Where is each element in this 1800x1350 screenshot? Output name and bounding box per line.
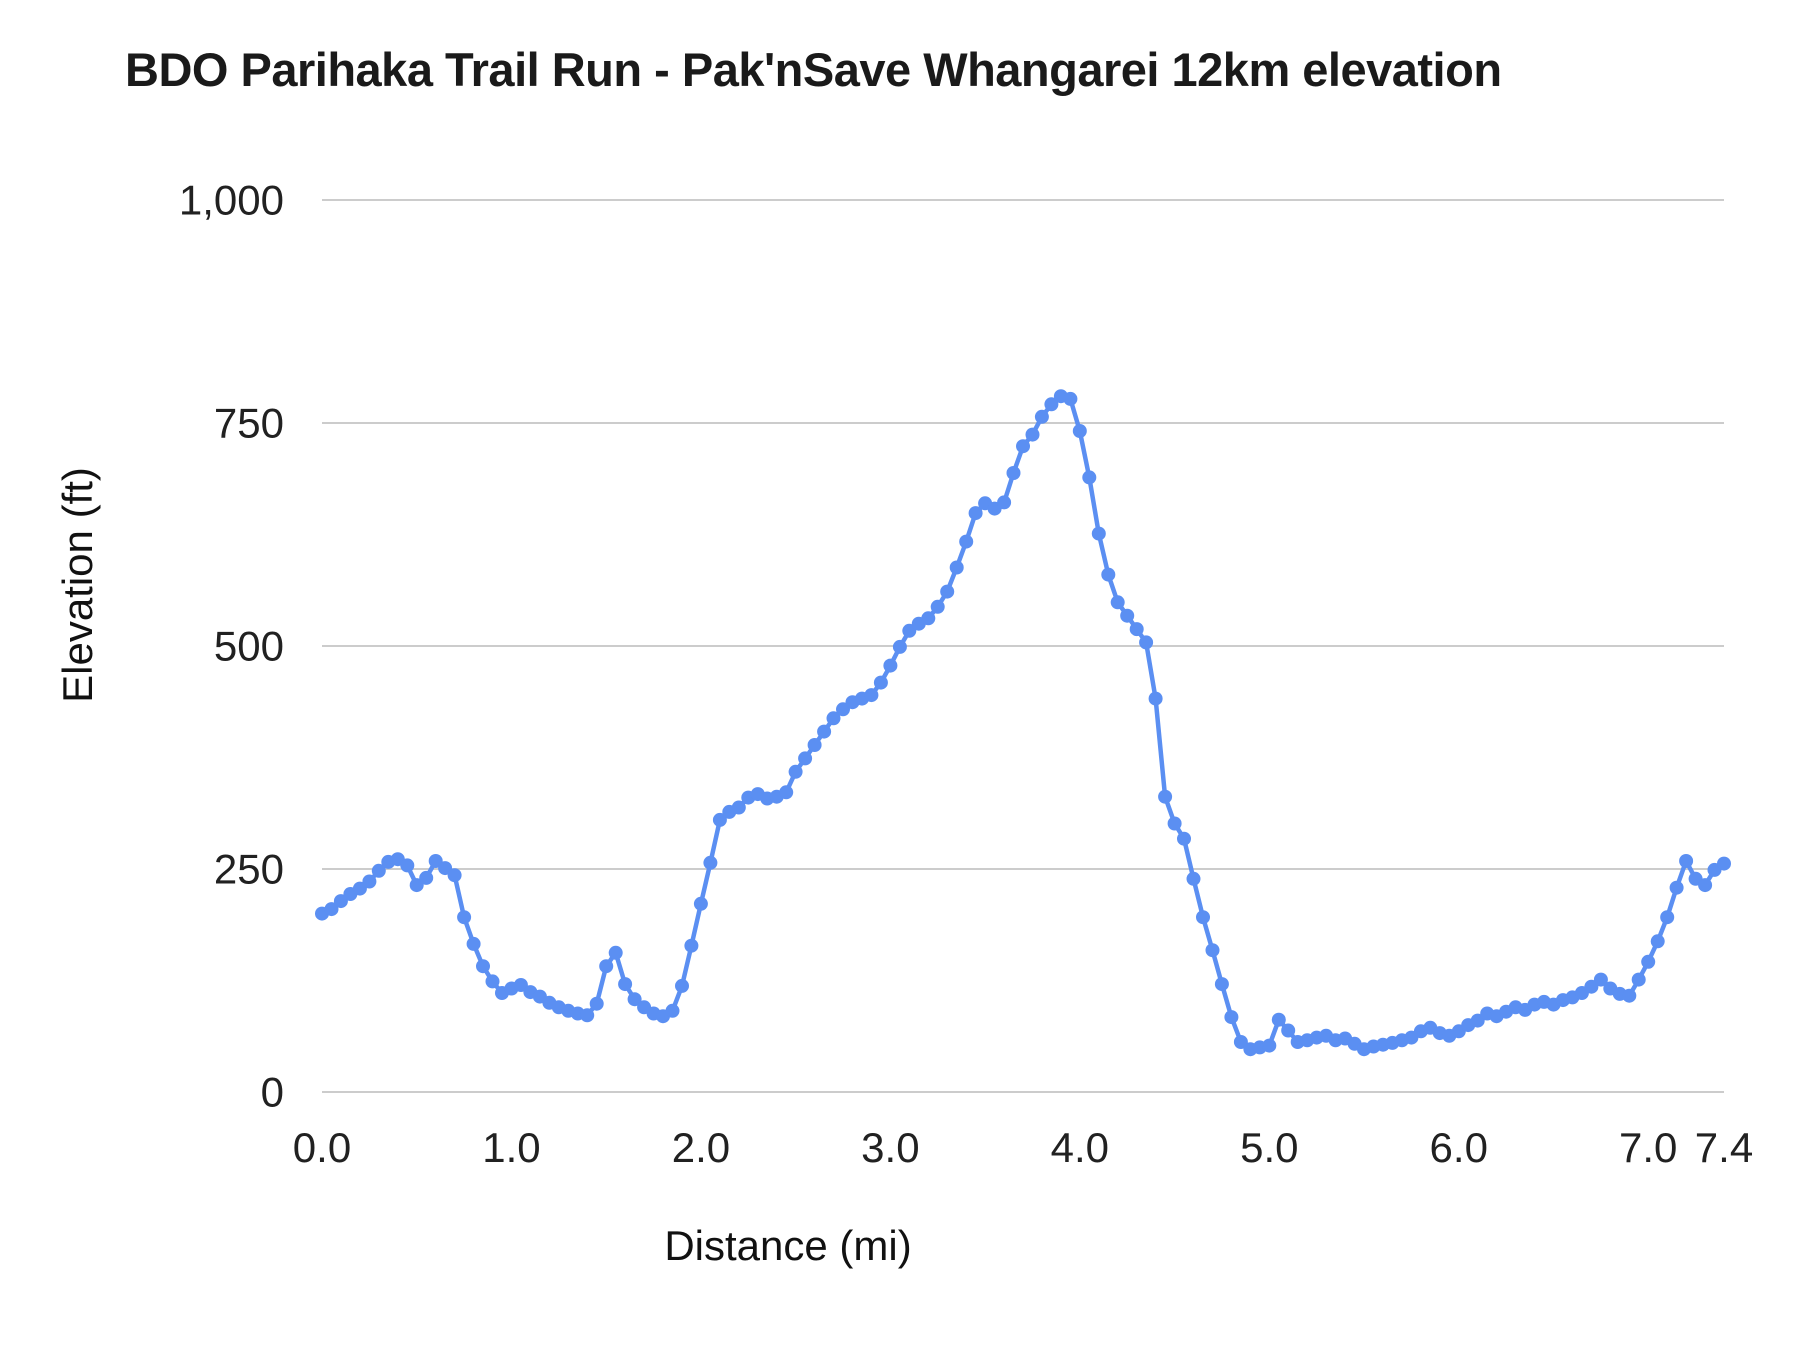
x-tick-label: 7.0 <box>1619 1124 1677 1171</box>
data-point <box>409 878 424 893</box>
data-point <box>1622 988 1637 1003</box>
y-tick-label: 0 <box>261 1069 284 1116</box>
x-tick-label: 6.0 <box>1430 1124 1488 1171</box>
data-point <box>362 874 377 889</box>
x-tick-label: 3.0 <box>861 1124 919 1171</box>
data-point <box>1167 816 1182 831</box>
data-point <box>675 978 689 993</box>
x-tick-label: 5.0 <box>1240 1124 1298 1171</box>
data-point <box>968 506 983 521</box>
data-point <box>921 611 936 626</box>
data-point <box>788 764 803 779</box>
x-tick-label: 1.0 <box>482 1124 540 1171</box>
y-tick-label: 750 <box>214 400 284 447</box>
data-point <box>1271 1012 1286 1027</box>
x-tick-label: 4.0 <box>1051 1124 1109 1171</box>
data-point <box>1679 854 1694 868</box>
data-point <box>959 534 974 549</box>
data-point <box>1091 526 1106 541</box>
data-point <box>589 996 604 1011</box>
data-point <box>1158 789 1173 804</box>
data-point <box>1233 1035 1248 1049</box>
data-point <box>883 658 898 673</box>
data-point <box>476 959 490 974</box>
data-point <box>1072 424 1087 438</box>
data-point <box>1196 910 1210 925</box>
data-point <box>1110 595 1125 610</box>
data-point <box>1006 466 1021 480</box>
data-point <box>1224 1010 1239 1025</box>
data-point <box>1631 972 1646 987</box>
data-point <box>618 977 633 992</box>
data-point <box>466 936 481 951</box>
data-point <box>731 800 746 815</box>
data-point <box>703 855 718 870</box>
data-point <box>1593 972 1608 987</box>
data-point <box>1281 1023 1296 1038</box>
data-point <box>1016 439 1030 454</box>
y-tick-label: 500 <box>214 623 284 670</box>
data-point <box>599 959 614 974</box>
data-point <box>1262 1038 1277 1053</box>
data-point <box>864 688 879 703</box>
y-tick-label: 1,000 <box>179 177 284 224</box>
data-point <box>693 896 708 911</box>
data-point <box>1177 831 1191 846</box>
data-point <box>1139 635 1154 650</box>
elevation-line <box>319 393 1727 1052</box>
data-point <box>1044 397 1059 412</box>
data-point <box>627 992 642 1007</box>
data-point <box>892 639 907 654</box>
data-point <box>940 584 955 599</box>
data-point <box>949 560 964 575</box>
data-point <box>826 711 841 726</box>
data-point <box>485 974 500 989</box>
data-point <box>1698 878 1713 893</box>
x-tick-label: 0.0 <box>293 1124 351 1171</box>
data-point <box>997 495 1012 510</box>
chart-title: BDO Parihaka Trail Run - Pak'nSave Whang… <box>125 43 1502 96</box>
data-point <box>1082 470 1097 485</box>
data-point <box>1660 910 1675 925</box>
data-point <box>817 724 832 739</box>
data-point <box>1717 856 1731 871</box>
data-point <box>580 1008 595 1023</box>
data-point <box>1120 608 1135 623</box>
data-point <box>1669 880 1684 895</box>
data-point <box>1186 871 1201 886</box>
data-point <box>400 858 415 873</box>
data-point <box>798 751 813 766</box>
data-point <box>608 945 623 960</box>
data-point <box>930 599 945 614</box>
data-point <box>324 902 339 917</box>
data-point <box>873 675 888 690</box>
data-point <box>1025 427 1040 442</box>
data-point <box>419 870 434 885</box>
data-point <box>1205 943 1220 958</box>
data-point <box>1063 391 1078 406</box>
data-point <box>779 785 794 800</box>
data-point <box>1641 954 1656 969</box>
data-point <box>457 910 472 925</box>
data-point <box>1650 934 1665 949</box>
data-point <box>684 938 699 953</box>
data-point <box>371 863 386 878</box>
y-tick-label: 250 <box>214 846 284 893</box>
data-point <box>665 1003 680 1018</box>
data-point <box>1214 977 1229 992</box>
data-point <box>712 812 727 827</box>
x-tick-label: 7.4 <box>1695 1124 1753 1171</box>
data-point <box>1148 691 1163 706</box>
data-point <box>1129 622 1144 637</box>
data-point <box>1034 409 1049 424</box>
data-point <box>1101 567 1116 582</box>
x-tick-label: 2.0 <box>672 1124 730 1171</box>
data-point <box>447 868 462 883</box>
x-axis-title: Distance (mi) <box>664 1222 912 1269</box>
data-point <box>807 738 822 752</box>
